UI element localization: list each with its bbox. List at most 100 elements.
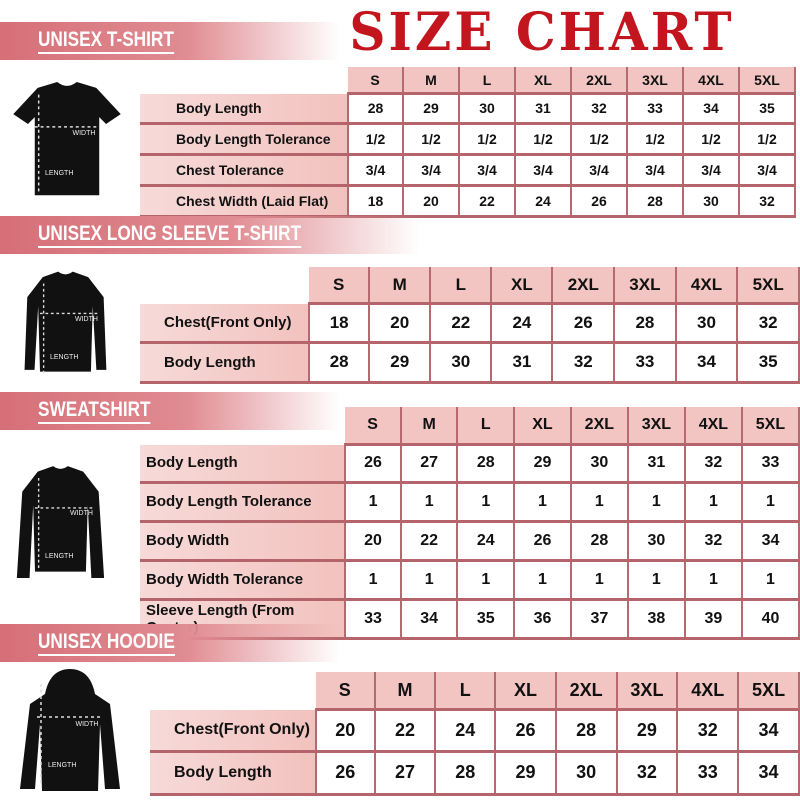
size-header-S: S [309, 267, 371, 305]
size-header-XL: XL [514, 407, 572, 446]
value-cell: 30 [459, 93, 516, 125]
size-header-5XL: 5XL [739, 67, 796, 95]
value-cell: 28 [570, 521, 629, 562]
value-cell: 1 [684, 482, 743, 523]
value-cell: 32 [552, 342, 616, 384]
value-cell: 32 [684, 444, 743, 484]
value-cell: 1/2 [348, 123, 404, 156]
value-cell: 22 [430, 303, 493, 344]
value-cell: 26 [495, 709, 557, 753]
value-cell: 24 [491, 303, 554, 344]
row-label: Body Length [150, 751, 317, 796]
value-cell: 31 [627, 444, 686, 484]
value-cell: 18 [309, 303, 371, 344]
value-cell: 39 [684, 599, 743, 640]
value-cell: 37 [570, 599, 629, 640]
header-row: S M L XL 2XL 3XL 4XL 5XL [140, 267, 800, 305]
row-label: Chest(Front Only) [140, 303, 311, 344]
table-row: Body Width Tolerance 1 1 1 1 1 1 1 1 [140, 560, 800, 601]
sweatshirt-icon [16, 466, 105, 578]
value-cell: 1 [514, 560, 572, 601]
value-cell: 28 [627, 185, 684, 218]
value-cell: 32 [684, 521, 743, 562]
table-row: Body Length 28 29 30 31 32 33 34 35 [140, 93, 796, 125]
value-cell: 32 [737, 303, 800, 344]
value-cell: 27 [400, 444, 459, 484]
section-title: UNISEX HOODIE [38, 630, 175, 656]
value-cell: 3/4 [571, 154, 628, 187]
value-cell: 3/4 [348, 154, 404, 187]
value-cell: 20 [403, 185, 460, 218]
section-banner: UNISEX HOODIE [0, 624, 340, 662]
value-cell: 40 [741, 599, 800, 640]
size-header-4XL: 4XL [675, 267, 739, 305]
table-row: Body Length Tolerance 1 1 1 1 1 1 1 1 [140, 482, 800, 523]
size-table: S M L XL 2XL 3XL 4XL 5XL Chest(Front Only) 18 20 22… [140, 267, 800, 384]
size-header-5XL: 5XL [741, 407, 800, 446]
size-header-2XL: 2XL [571, 67, 628, 95]
row-label: Chest(Front Only) [150, 709, 317, 753]
value-cell: 22 [374, 709, 437, 753]
value-cell: 1 [345, 482, 402, 523]
length-label: LENGTH [50, 354, 79, 362]
value-cell: 30 [675, 303, 739, 344]
value-cell: 33 [741, 444, 800, 484]
header-row: S M L XL 2XL 3XL 4XL 5XL [140, 67, 796, 95]
value-cell: 1 [570, 482, 629, 523]
value-cell: 36 [514, 599, 572, 640]
size-header-3XL: 3XL [627, 407, 686, 446]
width-label: WIDTH [75, 316, 98, 324]
value-cell: 1 [627, 560, 686, 601]
size-header-S: S [348, 67, 404, 95]
value-cell: 1/2 [459, 123, 516, 156]
value-cell: 28 [435, 751, 497, 796]
value-cell: 26 [315, 751, 376, 796]
value-cell: 1/2 [571, 123, 628, 156]
hoodie-icon [20, 669, 120, 791]
size-header-2XL: 2XL [555, 672, 618, 711]
table-row: Body Length 26 27 28 29 30 32 33 34 [150, 751, 800, 796]
value-cell: 1 [627, 482, 686, 523]
value-cell: 26 [514, 521, 572, 562]
value-cell: 22 [459, 185, 516, 218]
value-cell: 30 [555, 751, 618, 796]
section-banner: UNISEX LONG SLEEVE T-SHIRT [0, 216, 420, 254]
value-cell: 34 [675, 342, 739, 384]
value-cell: 1 [684, 560, 743, 601]
size-header-M: M [403, 67, 460, 95]
value-cell: 3/4 [515, 154, 572, 187]
value-cell: 3/4 [403, 154, 460, 187]
value-cell: 29 [616, 709, 679, 753]
value-cell: 24 [435, 709, 497, 753]
size-header-XL: XL [495, 672, 557, 711]
value-cell: 34 [741, 521, 800, 562]
value-cell: 1 [570, 560, 629, 601]
value-cell: 1 [345, 560, 402, 601]
value-cell: 1/2 [683, 123, 740, 156]
table-row: Chest Width (Laid Flat) 18 20 22 24 26 28 30 32 [140, 185, 796, 218]
row-label: Body Length Tolerance [140, 482, 347, 523]
size-header-2XL: 2XL [552, 267, 616, 305]
value-cell: 33 [345, 599, 402, 640]
value-cell: 3/4 [739, 154, 796, 187]
size-header-4XL: 4XL [677, 672, 740, 711]
value-cell: 1 [457, 482, 516, 523]
value-cell: 1 [400, 560, 459, 601]
value-cell: 1 [741, 482, 800, 523]
value-cell: 35 [457, 599, 516, 640]
value-cell: 1 [514, 482, 572, 523]
value-cell: 34 [400, 599, 459, 640]
table-row: Body Length 26 27 28 29 30 31 32 33 [140, 444, 800, 484]
size-header-L: L [430, 267, 493, 305]
row-label: Chest Tolerance [140, 154, 349, 187]
value-cell: 3/4 [459, 154, 516, 187]
blank-cell [140, 267, 309, 304]
value-cell: 24 [457, 521, 516, 562]
value-cell: 26 [571, 185, 628, 218]
size-header-L: L [457, 407, 516, 446]
table-row: Body Length 28 29 30 31 32 33 34 35 [140, 342, 800, 384]
value-cell: 35 [737, 342, 800, 384]
row-label: Body Width [140, 521, 347, 562]
row-label: Body Length [140, 444, 347, 484]
value-cell: 29 [514, 444, 572, 484]
